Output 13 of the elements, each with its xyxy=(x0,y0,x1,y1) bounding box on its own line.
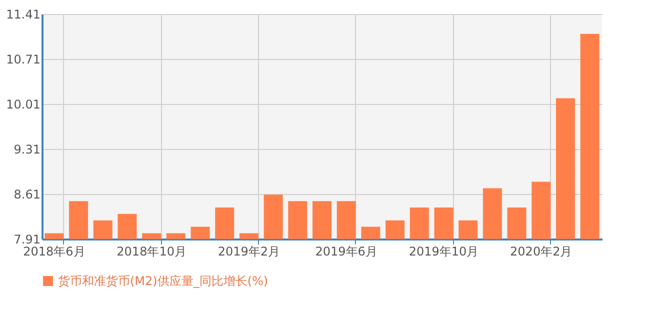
x-tick-label: 2019年10月 xyxy=(408,244,479,258)
y-tick-label: 8.61 xyxy=(14,188,40,202)
legend-label: 货币和准货币(M2)供应量_同比增长(%) xyxy=(58,274,268,288)
y-tick-label: 7.91 xyxy=(14,232,40,246)
x-tick-label: 2018年6月 xyxy=(23,244,86,258)
x-tick-label: 2019年2月 xyxy=(218,244,280,258)
y-tick-label: 9.31 xyxy=(14,142,40,156)
x-tick-label: 2019年6月 xyxy=(315,244,378,258)
x-tick-label: 2020年2月 xyxy=(510,244,572,258)
y-tick-label: 11.41 xyxy=(6,8,40,22)
y-tick-label: 10.01 xyxy=(6,98,40,112)
x-tick-label: 2018年10月 xyxy=(116,244,186,258)
y-tick-label: 10.71 xyxy=(6,52,40,66)
